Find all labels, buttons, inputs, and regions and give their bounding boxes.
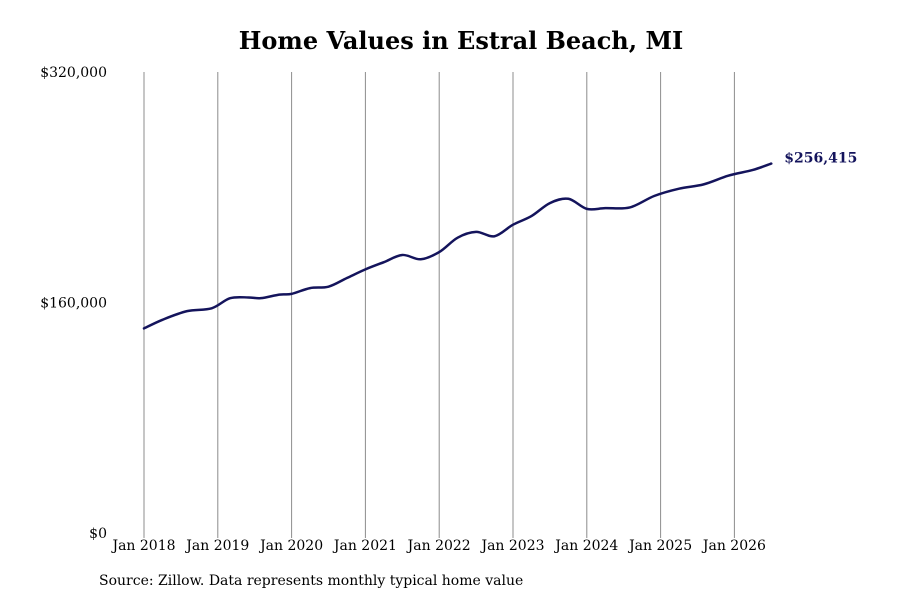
x-tick-label: Jan 2021	[332, 538, 397, 554]
x-tick-label: Jan 2020	[258, 538, 323, 554]
x-tick-label: Jan 2022	[406, 538, 471, 554]
end-value-label: $256,415	[784, 151, 857, 167]
y-tick-label: $160,000	[40, 296, 107, 312]
y-axis-tick-labels: $0 $160,000 $320,000	[40, 65, 107, 542]
gridlines	[143, 72, 735, 538]
y-tick-label: $0	[89, 526, 107, 542]
x-tick-label: Jan 2026	[701, 538, 766, 554]
home-value-line	[142, 162, 773, 330]
x-tick-label: Jan 2024	[553, 538, 618, 554]
x-tick-label: Jan 2023	[479, 538, 544, 554]
x-tick-label: Jan 2025	[627, 538, 692, 554]
y-tick-label: $320,000	[40, 65, 107, 81]
source-note: Source: Zillow. Data represents monthly …	[99, 573, 524, 589]
x-tick-label: Jan 2019	[184, 538, 249, 554]
series-layer: $256,415	[142, 151, 857, 330]
chart-title: Home Values in Estral Beach, MI	[238, 26, 684, 55]
x-axis-tick-labels: Jan 2018 Jan 2019 Jan 2020 Jan 2021 Jan 2022…	[110, 538, 766, 554]
x-tick-label: Jan 2018	[110, 538, 175, 554]
